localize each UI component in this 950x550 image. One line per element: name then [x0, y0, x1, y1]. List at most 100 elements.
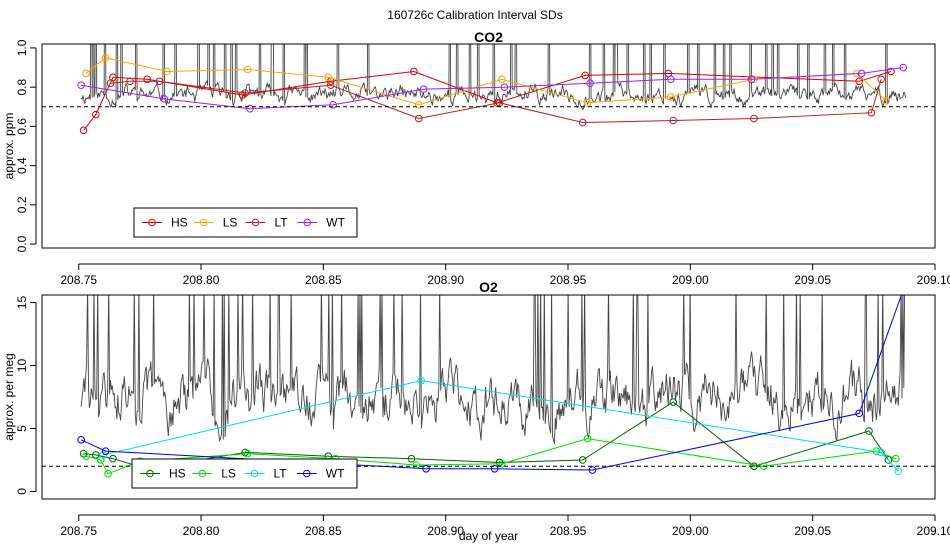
o2-x-tick-label: 208.75 [60, 524, 97, 538]
o2-x-label: day of year [459, 529, 518, 543]
o2-series-HS-point [79, 449, 88, 458]
co2-series-LS-point [162, 67, 171, 76]
o2-series-LT-point [417, 376, 426, 385]
co2-series-LS-point [82, 69, 90, 78]
co2-series-LT-point [495, 99, 504, 107]
co2-legend-LT-label: LT [275, 216, 289, 230]
co2-y-tick-label: 1.0 [15, 39, 29, 56]
o2-title: O2 [479, 279, 498, 295]
o2-x-tick-label: 208.85 [305, 524, 342, 538]
co2-legend-LS-marker [199, 218, 208, 227]
o2-legend-HS-label: HS [169, 467, 186, 481]
o2-legend-LS-label: LS [221, 467, 236, 481]
o2-series-LS-point [892, 454, 900, 463]
o2-plot-area [42, 287, 935, 478]
o2-series-LS-point [243, 449, 252, 458]
o2-series-LT-point [894, 467, 903, 476]
co2-legend: HS LS LT WT [133, 207, 358, 238]
co2-x-tick-label: 208.80 [183, 273, 220, 287]
co2-series-WT-point [899, 63, 907, 72]
co2-raw-trace [80, 44, 907, 111]
co2-series-HS-point [143, 75, 152, 84]
o2-legend-WT-label: WT [326, 467, 345, 481]
o2-legend-LT-label: LT [274, 467, 288, 481]
co2-y-tick-label: 0.8 [15, 78, 29, 95]
co2-series-WT-point [500, 83, 509, 91]
co2-series-WT-point [586, 79, 594, 88]
o2-y-tick-label: 0 [15, 488, 29, 495]
co2-series-WT-point [419, 85, 428, 93]
co2-series-WT-point [666, 75, 675, 84]
o2-series-LS-line [85, 438, 897, 475]
o2-series-WT-point [101, 447, 110, 455]
o2-series-HS-point [865, 427, 873, 435]
co2-series-LS-line [85, 57, 887, 106]
co2-series-LS-point [882, 97, 890, 105]
co2-series-WT-point [77, 81, 85, 89]
co2-series-LS-point [498, 75, 506, 84]
o2-series-LS-point [583, 434, 592, 443]
co2-series-HS-point [855, 77, 863, 86]
co2-legend-WT-marker [303, 218, 312, 227]
co2-series-HS-point [92, 110, 100, 119]
o2-series-WT-point [588, 466, 597, 474]
co2-series-HS-point [887, 67, 895, 76]
o2-series-HS-point [884, 456, 893, 464]
co2-series-LT-point [578, 118, 587, 127]
co2-x-tick-label: 208.90 [427, 273, 464, 287]
co2-x-tick-label: 208.85 [305, 273, 342, 287]
o2-series-HS-point [669, 398, 678, 406]
co2-series-LT-point [877, 75, 885, 84]
o2-series-WT-point [855, 409, 863, 418]
co2-legend-HS-label: HS [171, 216, 188, 230]
co2-panel: CO2 208.75 208.80 208.85 208.90 208.95 209.00 2… [2, 29, 950, 287]
o2-y-tick-label: 5 [15, 425, 29, 432]
co2-y-label: approx. ppm [2, 113, 16, 180]
o2-series-LS-point [498, 459, 506, 468]
co2-legend-LT-marker [251, 218, 260, 227]
co2-series-WT-point [160, 95, 169, 103]
co2-series-HS-point [581, 71, 589, 80]
o2-x-tick-label: 208.90 [427, 524, 464, 538]
co2-series-LT-point [155, 77, 164, 86]
co2-x-tick-label: 209.00 [672, 273, 709, 287]
o2-y-tick-label: 10 [15, 359, 29, 373]
co2-y-tick-label: 0.2 [15, 196, 29, 213]
o2-series-HS-point [578, 456, 587, 464]
o2-series-WT-point [490, 464, 499, 473]
o2-series-WT-point [77, 436, 85, 444]
co2-plot-area [42, 44, 935, 135]
o2-legend-WT-marker [302, 469, 311, 478]
co2-series-LS-point [324, 73, 333, 82]
co2-x-tick-label: 208.75 [60, 273, 97, 287]
co2-series-LT-point [106, 79, 115, 88]
o2-plot-frame [41, 294, 936, 500]
co2-legend-WT-label: WT [326, 216, 345, 230]
o2-series-LS-point [104, 470, 112, 478]
o2-x-tick-label: 208.80 [183, 524, 220, 538]
co2-y-tick-label: 0.6 [15, 118, 29, 135]
o2-y-tick-label: 15 [15, 296, 29, 310]
co2-series-LT-point [326, 81, 335, 89]
co2-series-LT-point [750, 114, 758, 123]
o2-series-WT-point [900, 287, 907, 294]
co2-y-tick-label: 0.4 [15, 157, 29, 174]
co2-series-LT-point [669, 116, 678, 125]
co2-series-LT-line [110, 79, 882, 124]
co2-series-LS-point [101, 53, 110, 62]
co2-series-WT-point [329, 101, 337, 109]
co2-series-HS-point [238, 91, 247, 99]
o2-x-tick-label: 209.10 [917, 524, 950, 538]
o2-legend-LS-marker [198, 469, 207, 478]
co2-series-HS-line [83, 70, 892, 131]
o2-raw-trace [80, 295, 906, 445]
co2-series-WT-point [747, 75, 756, 84]
co2-series-LS-point [583, 99, 592, 107]
o2-series-LS-point [82, 452, 90, 460]
figure-title: 160726c Calibration Interval SDs [387, 8, 562, 22]
o2-legend-LT-marker [250, 469, 259, 478]
o2-legend: HS LS LT WT [131, 458, 358, 489]
co2-x-tick-label: 209.05 [794, 273, 831, 287]
co2-series-LT-point [867, 108, 876, 117]
